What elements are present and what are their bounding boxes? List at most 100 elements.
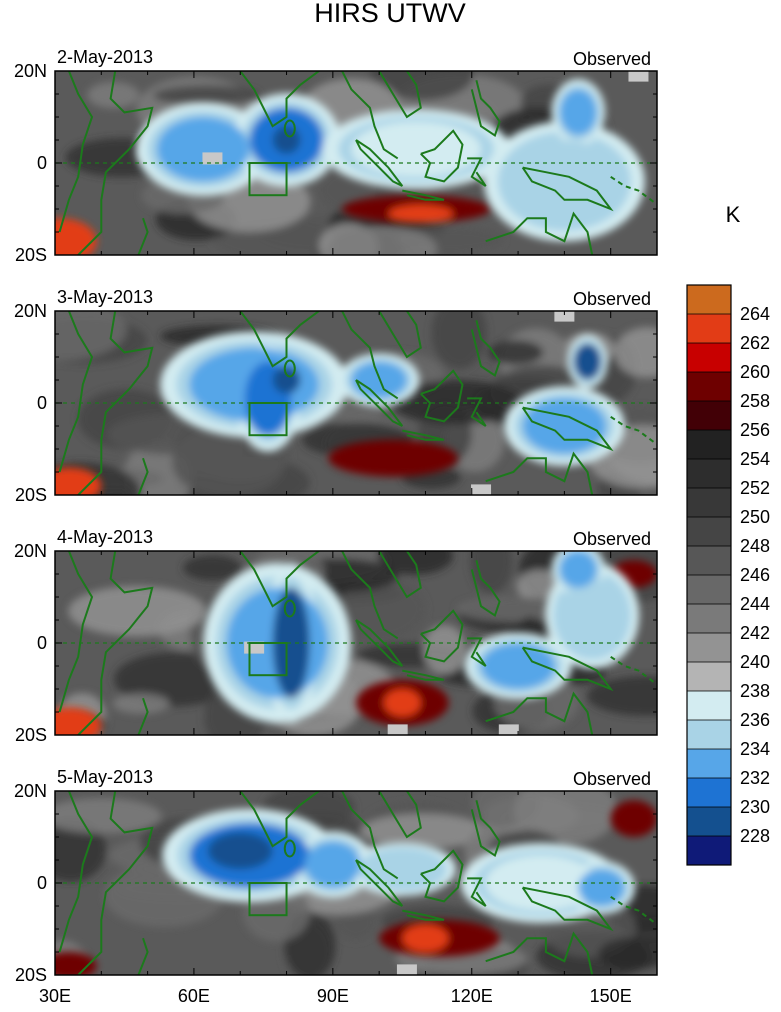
colorbar-label: 234: [740, 739, 770, 759]
coast-new-guinea: [521, 406, 614, 452]
map-panel: 20N 0 20S 5-May-2013 Observed: [14, 767, 658, 985]
coast-sri-lanka: [283, 359, 296, 378]
y-tick-label: 20N: [14, 541, 47, 561]
coast-new-guinea: [521, 166, 614, 212]
moist-core-contour: [573, 343, 602, 380]
colorbar-unit-label: K: [726, 202, 741, 227]
coast-madagascar: [137, 697, 149, 735]
coast-sri-lanka: [283, 119, 296, 138]
colorbar-label: 260: [740, 362, 770, 382]
colorbar-swatch: [687, 488, 731, 518]
colorbar-label: 240: [740, 652, 770, 672]
coastlines: [58, 311, 657, 495]
dry-regions: [55, 195, 491, 255]
study-box: [248, 642, 288, 677]
missing-data-cell: [628, 71, 649, 82]
coast-africa-lakes: [58, 311, 94, 473]
y-tick-label: 20N: [14, 301, 47, 321]
dry-regions: [55, 439, 458, 495]
panel-date-label: 4-May-2013: [57, 527, 153, 547]
moist-core-contour: [272, 126, 301, 154]
moist-core-contour: [508, 140, 620, 223]
x-tick-label: 60E: [178, 986, 210, 1006]
dry-region-contour: [388, 204, 454, 223]
panel-date-label: 2-May-2013: [57, 47, 153, 67]
colorbar-label: 256: [740, 420, 770, 440]
colorbar-swatch: [687, 546, 731, 576]
y-tick-label: 20S: [15, 965, 47, 985]
coast-sri-lanka: [283, 839, 296, 858]
field-cell: [422, 624, 467, 675]
panel-date-label: 3-May-2013: [57, 287, 153, 307]
colorbar-swatch: [687, 285, 731, 315]
colorbar-label: 228: [740, 826, 770, 846]
coast-indochina: [378, 311, 422, 359]
colorbar-label: 236: [740, 710, 770, 730]
dry-region-contour: [383, 689, 421, 717]
panel-date-label: 5-May-2013: [57, 767, 153, 787]
coast-australia: [485, 931, 594, 975]
y-tick-label: 20S: [15, 725, 47, 745]
x-tick-label: 90E: [317, 986, 349, 1006]
coast-new-guinea: [521, 886, 614, 932]
dry-region-contour: [328, 439, 458, 477]
field-cell: [369, 71, 474, 101]
colorbar-swatch: [687, 314, 731, 344]
colorbar-label: 238: [740, 681, 770, 701]
coast-se-asia: [341, 311, 399, 400]
colorbar-swatch: [687, 807, 731, 837]
coast-africa: [77, 311, 154, 495]
missing-data-cell: [554, 311, 575, 322]
dry-region-contour: [610, 800, 657, 837]
coast-sumatra: [355, 859, 404, 907]
y-tick-label: 20N: [14, 781, 47, 801]
moist-core-contour: [481, 643, 556, 689]
coast-sulawesi: [467, 637, 487, 667]
coast-africa: [77, 791, 154, 975]
coast-africa-lakes: [58, 71, 94, 233]
x-tick-label: 120E: [451, 986, 493, 1006]
colorbar-label: 244: [740, 594, 770, 614]
colorbar-label: 264: [740, 304, 770, 324]
field-layer: [55, 311, 657, 495]
missing-data-cell: [471, 484, 492, 495]
coast-borneo: [420, 609, 464, 663]
coast-india: [239, 71, 320, 128]
field-cell: [112, 693, 170, 714]
colorbar-swatch: [687, 372, 731, 402]
colorbar-swatch: [687, 633, 731, 663]
field-cell: [456, 596, 571, 622]
coast-borneo: [420, 369, 464, 423]
field-cell: [377, 551, 454, 575]
moist-core-contour: [305, 841, 361, 888]
x-tick-label: 150E: [590, 986, 632, 1006]
map-panel: 20N 0 20S 4-May-2013 Observed: [14, 527, 658, 745]
coast-madagascar: [137, 457, 149, 495]
study-box: [248, 402, 288, 437]
map-panel: 20N 0 20S 3-May-2013 Observed: [14, 287, 658, 505]
field-cell: [183, 555, 242, 581]
y-tick-label: 0: [37, 153, 47, 173]
field-cell: [55, 817, 107, 882]
dry-region-contour: [402, 924, 449, 952]
moist-core-contour: [522, 398, 607, 454]
missing-data-cell: [387, 724, 408, 735]
coast-philippines: [470, 559, 501, 617]
colorbar-label: 242: [740, 623, 770, 643]
x-tick-label: 30E: [39, 986, 71, 1006]
coastlines: [58, 791, 657, 975]
coast-sulawesi: [467, 397, 487, 427]
field-cell: [326, 225, 437, 255]
colorbar-swatch: [687, 720, 731, 750]
y-tick-label: 0: [37, 873, 47, 893]
coast-australia: [485, 691, 594, 735]
coast-sumatra: [355, 379, 404, 427]
coast-philippines: [470, 79, 501, 137]
coast-africa: [77, 551, 154, 735]
coast-indochina: [378, 791, 422, 839]
y-tick-label: 0: [37, 393, 47, 413]
colorbar-swatch: [687, 691, 731, 721]
coast-sri-lanka: [283, 599, 296, 618]
panel-observed-label: Observed: [573, 529, 651, 549]
